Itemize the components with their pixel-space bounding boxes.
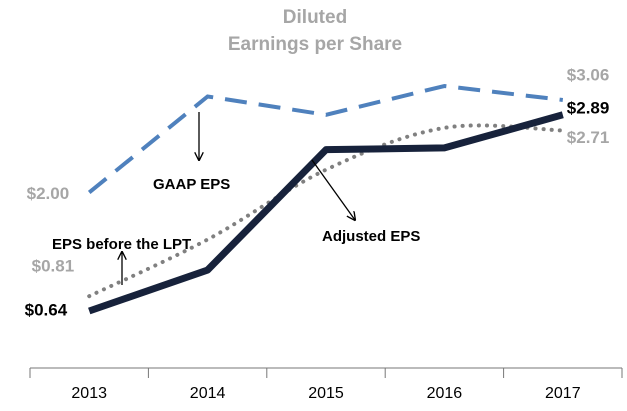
annotation: Adjusted EPS: [322, 228, 420, 245]
x-tick-label: 2014: [190, 385, 226, 402]
chart-title: Earnings per Share: [228, 34, 402, 55]
data-label: $0.81: [32, 257, 75, 276]
series-line: [87, 83, 564, 194]
data-label: $3.06: [567, 65, 610, 84]
data-label: $2.00: [27, 184, 70, 203]
data-label: $2.71: [567, 128, 610, 147]
annotation-arrow: [311, 159, 355, 220]
x-tick-label: 2016: [427, 385, 463, 402]
series-line: [88, 111, 564, 315]
data-label: $2.89: [567, 98, 610, 117]
x-tick-label: 2015: [308, 385, 344, 402]
series-line: [87, 123, 565, 299]
x-tick-label: 2017: [545, 385, 581, 402]
annotation: EPS before the LPT: [52, 236, 191, 253]
annotation: GAAP EPS: [153, 176, 230, 193]
data-label: $0.64: [25, 300, 68, 319]
x-tick-label: 2013: [71, 385, 107, 402]
chart-title: Diluted: [283, 7, 347, 28]
